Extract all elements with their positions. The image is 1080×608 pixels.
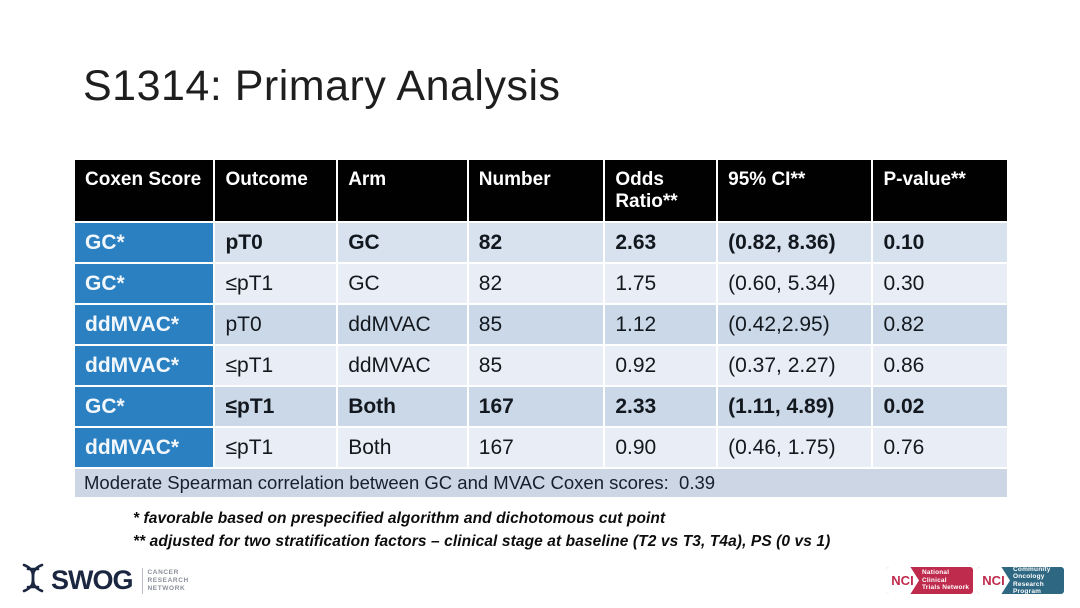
header-outcome: Outcome [215, 160, 337, 221]
table-row: GC* ≤pT1 Both 167 2.33 (1.11, 4.89) 0.02 [75, 387, 1007, 426]
results-table: Coxen Score Outcome Arm Number Odds Rati… [75, 160, 1007, 497]
table-cell: 0.86 [873, 346, 1007, 385]
table-cell: (0.60, 5.34) [718, 264, 872, 303]
table-cell: Both [338, 428, 467, 467]
header-p-value: P-value** [873, 160, 1007, 221]
table-cell: 0.92 [605, 346, 717, 385]
table-cell: (0.42,2.95) [718, 305, 872, 344]
table-cell: (1.11, 4.89) [718, 387, 872, 426]
table-cell: ddMVAC [338, 346, 467, 385]
coxen-score-cell: ddMVAC* [75, 346, 214, 385]
table-cell: 85 [468, 305, 604, 344]
table-cell: 0.76 [873, 428, 1007, 467]
nci-label-line: National Clinical [922, 569, 950, 584]
table-cell: 2.63 [605, 223, 717, 262]
table-cell: 0.10 [873, 223, 1007, 262]
table-cell: 0.02 [873, 387, 1007, 426]
header-coxen-score: Coxen Score [75, 160, 214, 221]
table-cell: 0.82 [873, 305, 1007, 344]
table-cell: pT0 [215, 223, 337, 262]
nci-ncorp-label: Community Oncology Research Program [1010, 567, 1064, 594]
swog-tagline-line: NETWORK [147, 584, 186, 592]
table-cell: ≤pT1 [215, 346, 337, 385]
table-cell: ≤pT1 [215, 387, 337, 426]
table-row: ddMVAC* ≤pT1 ddMVAC 85 0.92 (0.37, 2.27) 0.86 [75, 346, 1007, 385]
table-cell: 82 [468, 264, 604, 303]
coxen-score-cell: GC* [75, 223, 214, 262]
swog-wordmark: SWOG [51, 565, 133, 595]
header-odds-ratio: Odds Ratio** [605, 160, 717, 221]
table-cell: Both [338, 387, 467, 426]
table-cell: (0.46, 1.75) [718, 428, 872, 467]
table-cell: 82 [468, 223, 604, 262]
spearman-correlation-note: Moderate Spearman correlation between GC… [75, 469, 1007, 497]
coxen-score-cell: ddMVAC* [75, 305, 214, 344]
nci-label-line: Community Oncology [1013, 567, 1051, 580]
nci-abbr: NCI [977, 567, 1010, 594]
coxen-score-cell: GC* [75, 387, 214, 426]
table-cell: 167 [468, 387, 604, 426]
table-cell: 0.30 [873, 264, 1007, 303]
table-body: GC* pT0 GC 82 2.63 (0.82, 8.36) 0.10 GC* ≤pT1 GC 8… [75, 223, 1007, 467]
table-cell: 167 [468, 428, 604, 467]
footnote-single-asterisk: * favorable based on prespecified algori… [133, 510, 666, 527]
header-number: Number [468, 160, 604, 221]
table-cell: 85 [468, 346, 604, 385]
footnotes: * favorable based on prespecified algori… [133, 507, 830, 553]
nci-logos: NCI National Clinical Trials Network NCI… [886, 567, 1064, 594]
table-cell: pT0 [215, 305, 337, 344]
page-title: S1314: Primary Analysis [83, 62, 561, 110]
nci-label-line: Trials Network [922, 584, 970, 592]
table-cell: GC [338, 264, 467, 303]
table-header-row: Coxen Score Outcome Arm Number Odds Rati… [75, 160, 1007, 221]
nci-ncorp-badge: NCI Community Oncology Research Program [977, 567, 1064, 594]
swog-tagline: CANCER RESEARCH NETWORK [148, 569, 189, 593]
coxen-score-cell: ddMVAC* [75, 428, 214, 467]
table-cell: 0.90 [605, 428, 717, 467]
nci-nctn-label: National Clinical Trials Network [919, 567, 973, 594]
table-row: GC* ≤pT1 GC 82 1.75 (0.60, 5.34) 0.30 [75, 264, 1007, 303]
nci-label-line: Research Program [1013, 580, 1044, 595]
header-95-ci: 95% CI** [718, 160, 872, 221]
table-cell: (0.82, 8.36) [718, 223, 872, 262]
dna-helix-icon [20, 563, 46, 598]
nci-abbr: NCI [886, 567, 919, 594]
swog-tagline-line: RESEARCH [147, 576, 189, 584]
swog-divider [141, 567, 143, 594]
table-row: GC* pT0 GC 82 2.63 (0.82, 8.36) 0.10 [75, 223, 1007, 262]
table-cell: 1.12 [605, 305, 717, 344]
table-cell: ddMVAC [338, 305, 467, 344]
table-cell: (0.37, 2.27) [718, 346, 872, 385]
table-cell: 2.33 [605, 387, 717, 426]
nci-nctn-badge: NCI National Clinical Trials Network [886, 567, 973, 594]
coxen-score-cell: GC* [75, 264, 214, 303]
table-row: ddMVAC* pT0 ddMVAC 85 1.12 (0.42,2.95) 0.82 [75, 305, 1007, 344]
header-arm: Arm [338, 160, 467, 221]
table-cell: ≤pT1 [215, 264, 337, 303]
table-cell: ≤pT1 [215, 428, 337, 467]
footnote-double-asterisk: ** adjusted for two stratification facto… [133, 533, 831, 550]
swog-tagline-line: CANCER [147, 568, 179, 576]
swog-logo: SWOG CANCER RESEARCH NETWORK [20, 563, 189, 598]
table-row: ddMVAC* ≤pT1 Both 167 0.90 (0.46, 1.75) 0.76 [75, 428, 1007, 467]
table-cell: 1.75 [605, 264, 717, 303]
table-cell: GC [338, 223, 467, 262]
